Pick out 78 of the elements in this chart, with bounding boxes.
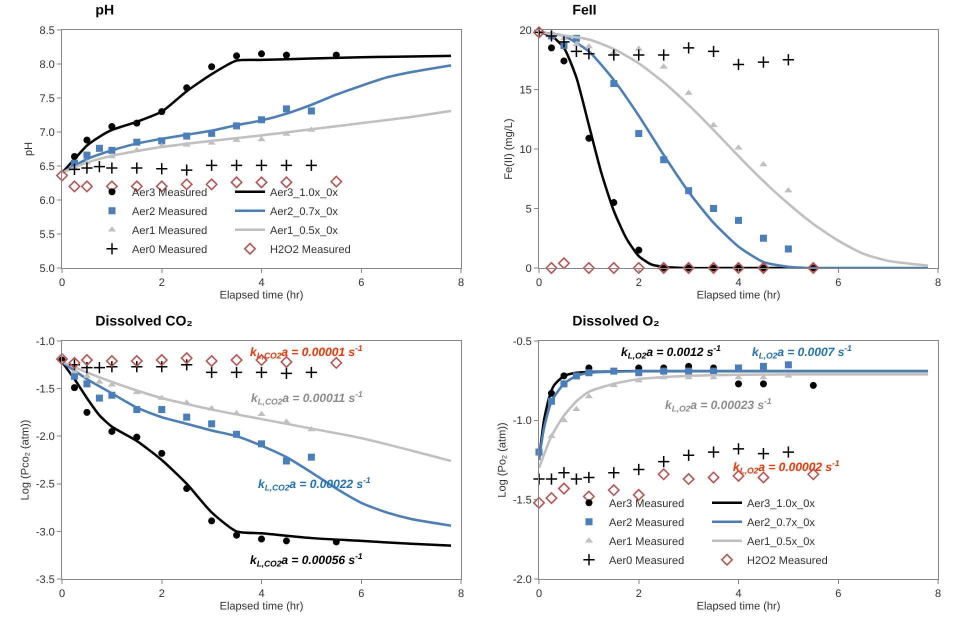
y-axis-title: pH (23, 142, 36, 156)
x-tick-label: 0 (58, 588, 66, 600)
y-tick-label: 7.0 (40, 126, 55, 139)
y-tick-label: -3.0 (36, 526, 55, 538)
x-tick-label: 4 (735, 588, 742, 600)
y-axis-title: Fe(II) (mg/L) (503, 118, 516, 180)
y-tick-label: -3.5 (36, 574, 55, 586)
y-tick-label: 6.0 (40, 194, 55, 207)
y-tick-label: 5 (526, 203, 532, 216)
annotation: k$_{L,O2}$a = 0.00002 s$^{-1}$ (733, 458, 840, 476)
y-tick-label: 8.0 (40, 58, 55, 71)
y-tick-label: -1.0 (512, 415, 532, 428)
y-tick-label: 15 (520, 84, 532, 96)
y-tick-label: -2.0 (512, 574, 532, 586)
x-tick-label: 6 (358, 277, 364, 290)
annotation: k$_{L,O2}$a = 0.00023 s$^{-1}$ (665, 396, 772, 414)
chart-title: Dissolved O₂ (572, 312, 660, 328)
y-tick-label: 5.0 (40, 262, 55, 275)
x-tick-label: 0 (536, 277, 542, 290)
x-tick-label: 2 (158, 588, 165, 600)
legend-label: Aer3_1.0x_0x (270, 187, 338, 200)
x-tick-label: 6 (358, 588, 364, 600)
legend-label: Aer3 Measured (132, 187, 208, 200)
y-tick-label: 20 (520, 24, 532, 37)
y-tick-label: 8.5 (40, 24, 55, 37)
x-tick-label: 6 (835, 588, 842, 600)
y-tick-label: -2.0 (36, 431, 55, 444)
y-tick-label: -1.5 (512, 494, 532, 507)
annotation: k$_{L,CO2}$a = 0.00001 s$^{-1}$ (250, 343, 363, 361)
annotation: k$_{L,O2}$a = 0.0012 s$^{-1}$ (621, 343, 722, 361)
x-tick-label: 8 (934, 277, 942, 290)
y-tick-label: -0.5 (512, 336, 532, 348)
x-axis-title: Elapsed time (hr) (696, 600, 780, 612)
x-tick-label: 0 (58, 277, 66, 290)
x-tick-label: 8 (458, 588, 464, 600)
legend-label: Aer2_0.7x_0x (270, 206, 338, 218)
legend-label: Aer2 Measured (609, 517, 684, 530)
legend-label: Aer1_0.5x_0x (270, 225, 338, 238)
x-tick-label: 8 (934, 588, 942, 600)
legend-label: H2O2 Measured (270, 244, 351, 256)
annotation: k$_{L,CO2}$a = 0.00011 s$^{-1}$ (251, 389, 363, 407)
x-tick-label: 8 (458, 277, 464, 290)
x-tick-label: 2 (636, 588, 642, 600)
x-axis-title: Elapsed time (hr) (220, 600, 304, 612)
chart-title: pH (95, 1, 114, 18)
x-axis-title: Elapsed time (hr) (696, 289, 780, 302)
x-tick-label: 2 (158, 277, 165, 290)
legend-label: Aer2 Measured (132, 206, 208, 218)
y-axis-title: Log (Pco₂ (atm)) (19, 420, 32, 500)
legend-label: Aer1_0.5x_0x (747, 536, 816, 548)
x-tick-label: 6 (835, 277, 842, 290)
x-tick-label: 4 (735, 277, 742, 290)
annotation: k$_{L,O2}$a = 0.0007 s$^{-1}$ (752, 343, 852, 361)
y-tick-label: 5.5 (40, 228, 55, 241)
y-tick-label: -2.5 (36, 478, 55, 491)
legend-label: H2O2 Measured (747, 555, 828, 568)
legend-label: Aer2_0.7x_0x (747, 517, 816, 530)
x-tick-label: 4 (258, 588, 265, 600)
y-tick-label: 10 (520, 144, 532, 156)
legend-label: Aer3_1.0x_0x (747, 498, 816, 510)
legend-label: Aer0 Measured (132, 244, 208, 256)
x-tick-label: 0 (536, 588, 542, 600)
legend-label: Aer1 Measured (132, 225, 208, 238)
y-axis-title: Log (Po₂ (atm)) (496, 422, 508, 498)
y-tick-label: 0 (526, 262, 532, 275)
chart-title: Dissolved CO₂ (95, 312, 193, 328)
x-tick-label: 4 (258, 277, 265, 290)
legend-label: Aer0 Measured (609, 555, 684, 568)
y-tick-label: -1.0 (36, 336, 55, 348)
chart-title: FeII (572, 1, 597, 18)
y-tick-label: 7.5 (40, 92, 55, 105)
legend-label: Aer1 Measured (609, 536, 684, 548)
x-axis-title: Elapsed time (hr) (220, 289, 304, 302)
x-tick-label: 2 (636, 277, 642, 290)
legend-label: Aer3 Measured (609, 498, 684, 510)
y-tick-label: -1.5 (36, 383, 55, 396)
y-tick-label: 6.5 (40, 160, 55, 173)
annotation: k$_{L,CO2}$a = 0.00056 s$^{-1}$ (250, 551, 363, 569)
